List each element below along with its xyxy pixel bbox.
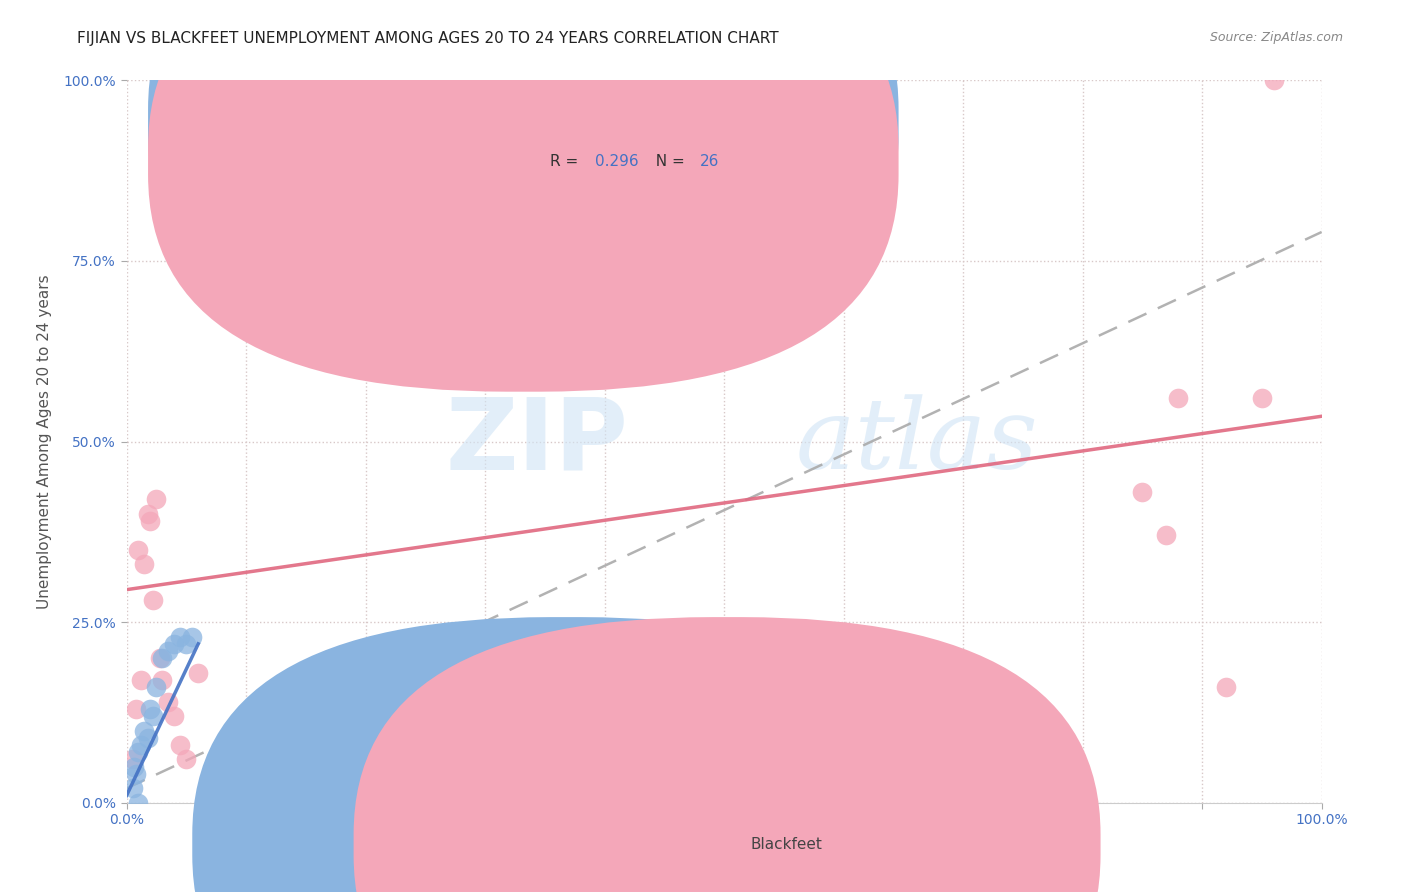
Text: 17: 17	[700, 115, 720, 129]
Point	[150, 651, 174, 665]
FancyBboxPatch shape	[193, 617, 939, 892]
Point	[139, 514, 162, 528]
Point	[136, 507, 159, 521]
Text: Fijians: Fijians	[589, 838, 637, 852]
Point	[121, 781, 143, 796]
Point	[134, 558, 156, 572]
Point	[145, 680, 167, 694]
Point	[121, 752, 143, 766]
Point	[134, 723, 156, 738]
Point	[169, 630, 191, 644]
Point	[129, 673, 152, 687]
Text: 0.296: 0.296	[595, 153, 638, 169]
Point	[142, 593, 165, 607]
Point	[1250, 391, 1272, 405]
Point	[136, 731, 159, 745]
FancyBboxPatch shape	[354, 617, 1101, 892]
Point	[1154, 528, 1177, 542]
Point	[157, 644, 180, 658]
Point	[139, 702, 162, 716]
Point	[1215, 680, 1237, 694]
FancyBboxPatch shape	[148, 0, 898, 352]
Point	[1167, 391, 1189, 405]
Text: ZIP: ZIP	[446, 393, 628, 490]
Text: 0.665: 0.665	[595, 115, 638, 129]
Point	[150, 673, 174, 687]
Text: Blackfeet: Blackfeet	[751, 838, 823, 852]
Text: Source: ZipAtlas.com: Source: ZipAtlas.com	[1209, 31, 1343, 45]
Point	[127, 542, 149, 557]
Point	[122, 760, 145, 774]
Text: R =: R =	[550, 153, 582, 169]
Point	[181, 630, 204, 644]
Point	[174, 637, 197, 651]
Point	[127, 745, 149, 759]
Point	[145, 492, 167, 507]
Point	[211, 73, 233, 87]
Text: N =: N =	[647, 153, 690, 169]
Point	[169, 738, 191, 752]
Point	[163, 709, 186, 723]
Point	[187, 665, 209, 680]
Point	[713, 665, 735, 680]
Point	[1130, 485, 1153, 500]
Text: 26: 26	[700, 153, 720, 169]
Point	[259, 218, 281, 232]
Text: FIJIAN VS BLACKFEET UNEMPLOYMENT AMONG AGES 20 TO 24 YEARS CORRELATION CHART: FIJIAN VS BLACKFEET UNEMPLOYMENT AMONG A…	[77, 31, 779, 46]
Point	[235, 73, 257, 87]
Point	[157, 695, 180, 709]
Point	[163, 637, 186, 651]
FancyBboxPatch shape	[148, 0, 898, 392]
Text: N =: N =	[647, 115, 690, 129]
Point	[125, 702, 148, 716]
Text: R =: R =	[550, 115, 582, 129]
Point	[125, 767, 148, 781]
Point	[1263, 73, 1285, 87]
Text: atlas: atlas	[796, 394, 1039, 489]
Y-axis label: Unemployment Among Ages 20 to 24 years: Unemployment Among Ages 20 to 24 years	[38, 274, 52, 609]
FancyBboxPatch shape	[485, 95, 772, 193]
Point	[129, 738, 152, 752]
Point	[127, 796, 149, 810]
Point	[174, 752, 197, 766]
Point	[149, 651, 172, 665]
Point	[142, 709, 165, 723]
